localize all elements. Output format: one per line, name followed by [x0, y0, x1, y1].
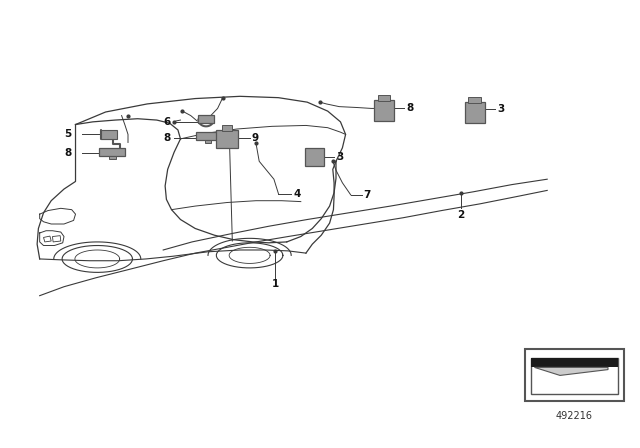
Text: 4: 4 [293, 189, 301, 198]
Text: 3: 3 [336, 152, 343, 162]
Bar [374, 100, 394, 121]
Bar [378, 95, 390, 101]
Text: 1: 1 [271, 280, 279, 289]
Text: 2: 2 [457, 210, 465, 220]
Bar [196, 132, 219, 140]
Bar [109, 156, 116, 159]
Bar [468, 97, 481, 103]
Text: 6: 6 [163, 117, 170, 127]
Bar [216, 130, 238, 148]
Text: 8: 8 [406, 103, 413, 112]
Text: 7: 7 [364, 190, 371, 200]
Bar [222, 125, 232, 131]
Bar [101, 130, 117, 139]
Bar [205, 140, 211, 143]
Text: 8: 8 [64, 148, 71, 158]
Text: 3: 3 [497, 104, 504, 114]
Polygon shape [534, 367, 608, 375]
Text: 5: 5 [64, 129, 71, 139]
Bar [525, 349, 624, 401]
Bar [198, 115, 214, 123]
Bar [99, 148, 125, 156]
Text: 8: 8 [163, 133, 170, 142]
Bar [531, 358, 618, 367]
Bar [305, 148, 324, 166]
Bar [531, 358, 618, 394]
Text: 492216: 492216 [556, 411, 593, 421]
Text: 9: 9 [252, 133, 259, 143]
Bar [465, 102, 485, 123]
